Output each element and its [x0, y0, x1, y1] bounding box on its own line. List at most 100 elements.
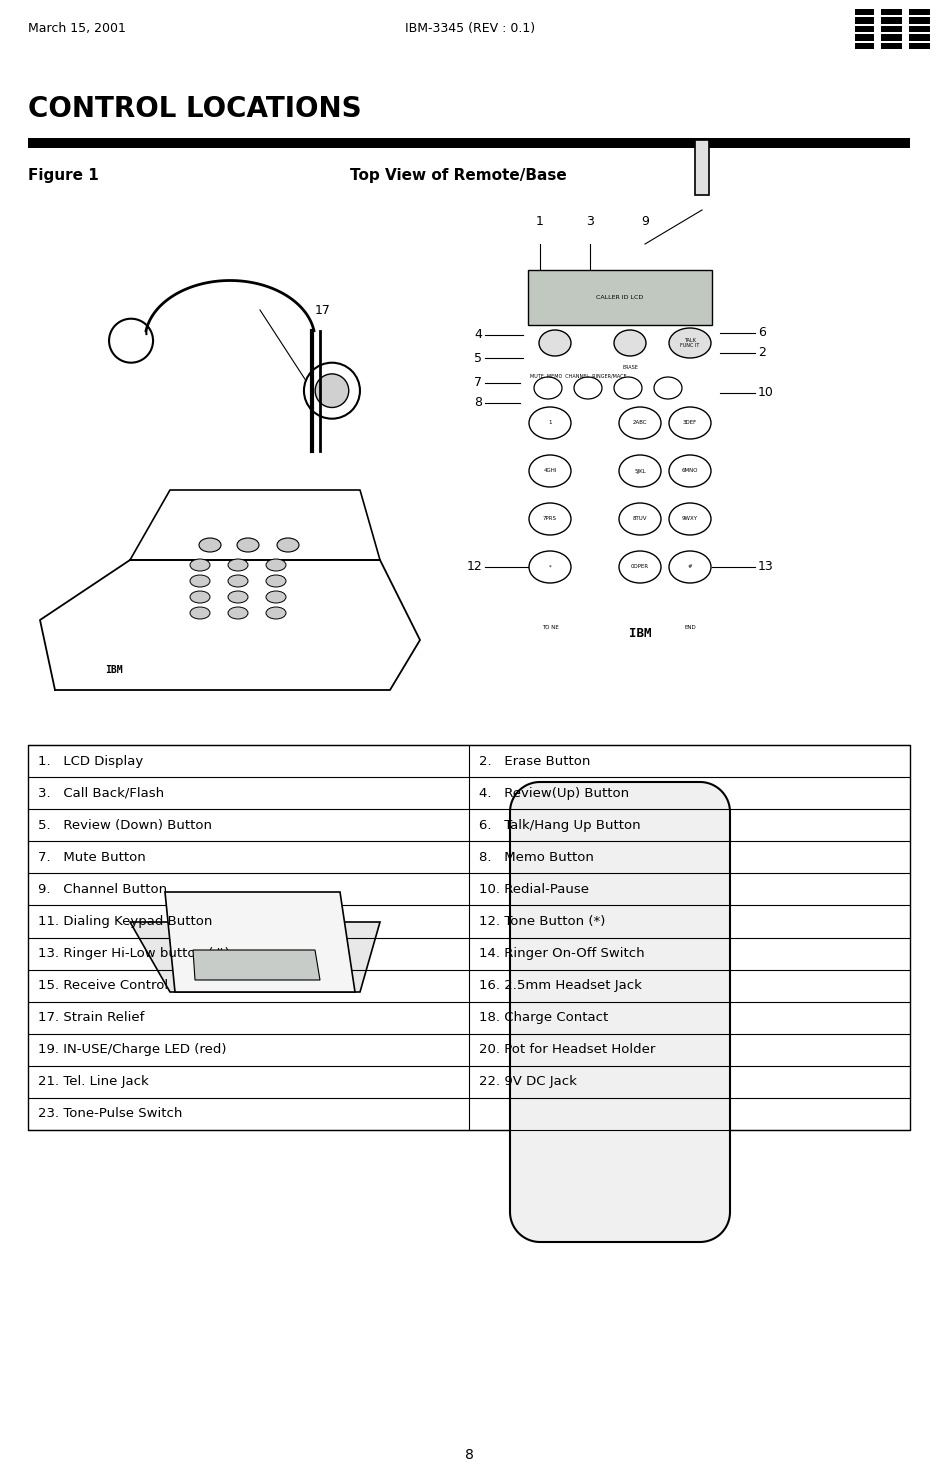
Polygon shape: [510, 782, 730, 1242]
Polygon shape: [40, 791, 420, 922]
Polygon shape: [193, 950, 320, 980]
Text: 16. 2.5mm Headset Jack: 16. 2.5mm Headset Jack: [479, 980, 642, 991]
Ellipse shape: [266, 559, 286, 571]
Text: 3.   Call Back/Flash: 3. Call Back/Flash: [38, 787, 164, 800]
Text: 5JKL: 5JKL: [634, 468, 645, 474]
Text: IBM-3345 (REV : 0.1): IBM-3345 (REV : 0.1): [405, 22, 535, 36]
Ellipse shape: [654, 376, 682, 399]
Text: 12. Tone Button (*): 12. Tone Button (*): [479, 914, 605, 928]
Ellipse shape: [266, 608, 286, 619]
Text: 15. Receive Control: 15. Receive Control: [38, 980, 168, 991]
Ellipse shape: [228, 575, 248, 587]
Ellipse shape: [614, 376, 642, 399]
Text: 20. Pot for Headset Holder: 20. Pot for Headset Holder: [479, 1043, 656, 1057]
Text: 1: 1: [548, 421, 552, 425]
Text: *: *: [549, 565, 552, 569]
Text: 6.   Talk/Hang Up Button: 6. Talk/Hang Up Button: [479, 818, 641, 831]
Text: 23. Tone-Pulse Switch: 23. Tone-Pulse Switch: [38, 1107, 182, 1120]
Text: March 15, 2001: March 15, 2001: [28, 22, 126, 36]
Bar: [881, 34, 902, 40]
Text: 2ABC: 2ABC: [633, 421, 647, 425]
Bar: [855, 9, 874, 15]
Text: 8TUV: 8TUV: [633, 517, 647, 522]
Text: 8.   Memo Button: 8. Memo Button: [479, 851, 594, 864]
Text: Top View of Remote/Base: Top View of Remote/Base: [350, 167, 567, 182]
Text: END: END: [684, 625, 696, 630]
Ellipse shape: [190, 591, 210, 603]
Bar: [855, 18, 874, 24]
Bar: [909, 34, 930, 40]
Bar: [881, 43, 902, 49]
Text: 19. IN-USE/Charge LED (red): 19. IN-USE/Charge LED (red): [38, 1043, 226, 1057]
Ellipse shape: [614, 330, 646, 356]
Bar: [881, 9, 902, 15]
Ellipse shape: [228, 559, 248, 571]
Text: 7: 7: [474, 376, 482, 390]
Bar: [909, 18, 930, 24]
Text: 18. Charge Contact: 18. Charge Contact: [479, 1011, 608, 1024]
Bar: [28, 745, 910, 1129]
Bar: [528, 270, 712, 325]
Text: 14. Ringer On-Off Switch: 14. Ringer On-Off Switch: [479, 947, 644, 960]
Text: 13: 13: [758, 560, 774, 574]
Text: 10: 10: [758, 387, 774, 400]
Text: 4GHI: 4GHI: [543, 468, 557, 474]
Ellipse shape: [534, 376, 562, 399]
Ellipse shape: [619, 551, 661, 582]
Text: 5: 5: [474, 351, 482, 365]
Text: 11. Dialing Keypad Button: 11. Dialing Keypad Button: [38, 914, 212, 928]
Polygon shape: [130, 922, 380, 991]
Ellipse shape: [266, 575, 286, 587]
Ellipse shape: [277, 538, 299, 551]
Text: 9.   Channel Button: 9. Channel Button: [38, 883, 167, 897]
Text: 3DEF: 3DEF: [683, 421, 697, 425]
Text: 17. Strain Relief: 17. Strain Relief: [38, 1011, 144, 1024]
Text: 2.   Erase Button: 2. Erase Button: [479, 754, 590, 768]
Text: IBM: IBM: [628, 627, 651, 640]
Text: 2: 2: [758, 347, 765, 360]
Ellipse shape: [619, 455, 661, 488]
Circle shape: [304, 363, 360, 419]
Text: 17: 17: [315, 304, 331, 317]
Bar: [881, 25, 902, 33]
Text: IBM: IBM: [105, 665, 123, 674]
Circle shape: [315, 373, 349, 408]
Text: CONTROL LOCATIONS: CONTROL LOCATIONS: [28, 95, 362, 123]
Text: 6MNO: 6MNO: [682, 468, 698, 474]
Text: 5.   Review (Down) Button: 5. Review (Down) Button: [38, 818, 212, 831]
Bar: [909, 25, 930, 33]
Bar: [855, 25, 874, 33]
Ellipse shape: [574, 376, 602, 399]
Bar: [855, 43, 874, 49]
Text: 7PRS: 7PRS: [543, 517, 557, 522]
Ellipse shape: [529, 408, 571, 439]
Ellipse shape: [237, 538, 259, 551]
Ellipse shape: [669, 328, 711, 359]
Bar: [881, 18, 902, 24]
Text: 4.   Review(Up) Button: 4. Review(Up) Button: [479, 787, 629, 800]
Ellipse shape: [199, 538, 221, 551]
Ellipse shape: [539, 330, 571, 356]
Ellipse shape: [228, 608, 248, 619]
Ellipse shape: [529, 502, 571, 535]
Text: 7.   Mute Button: 7. Mute Button: [38, 851, 145, 864]
Bar: [909, 9, 930, 15]
Text: 1.   LCD Display: 1. LCD Display: [38, 754, 144, 768]
Bar: [28, 138, 910, 148]
Ellipse shape: [190, 559, 210, 571]
Text: 9: 9: [641, 215, 649, 228]
Text: 10. Redial-Pause: 10. Redial-Pause: [479, 883, 589, 897]
Polygon shape: [165, 892, 355, 991]
Text: 22. 9V DC Jack: 22. 9V DC Jack: [479, 1076, 577, 1088]
Text: CALLER ID LCD: CALLER ID LCD: [597, 295, 643, 299]
Bar: [909, 43, 930, 49]
Text: 13. Ringer Hi-Low button (#): 13. Ringer Hi-Low button (#): [38, 947, 230, 960]
Text: 0OPER: 0OPER: [631, 565, 649, 569]
Text: MUTE  MEMO  CHANNEL  RINGER/MACE: MUTE MEMO CHANNEL RINGER/MACE: [530, 373, 627, 378]
Ellipse shape: [669, 502, 711, 535]
Text: TALK
FUNC IT: TALK FUNC IT: [680, 338, 700, 348]
Text: 6: 6: [758, 326, 765, 339]
Text: TO NE: TO NE: [541, 625, 558, 630]
Ellipse shape: [266, 591, 286, 603]
Ellipse shape: [669, 408, 711, 439]
